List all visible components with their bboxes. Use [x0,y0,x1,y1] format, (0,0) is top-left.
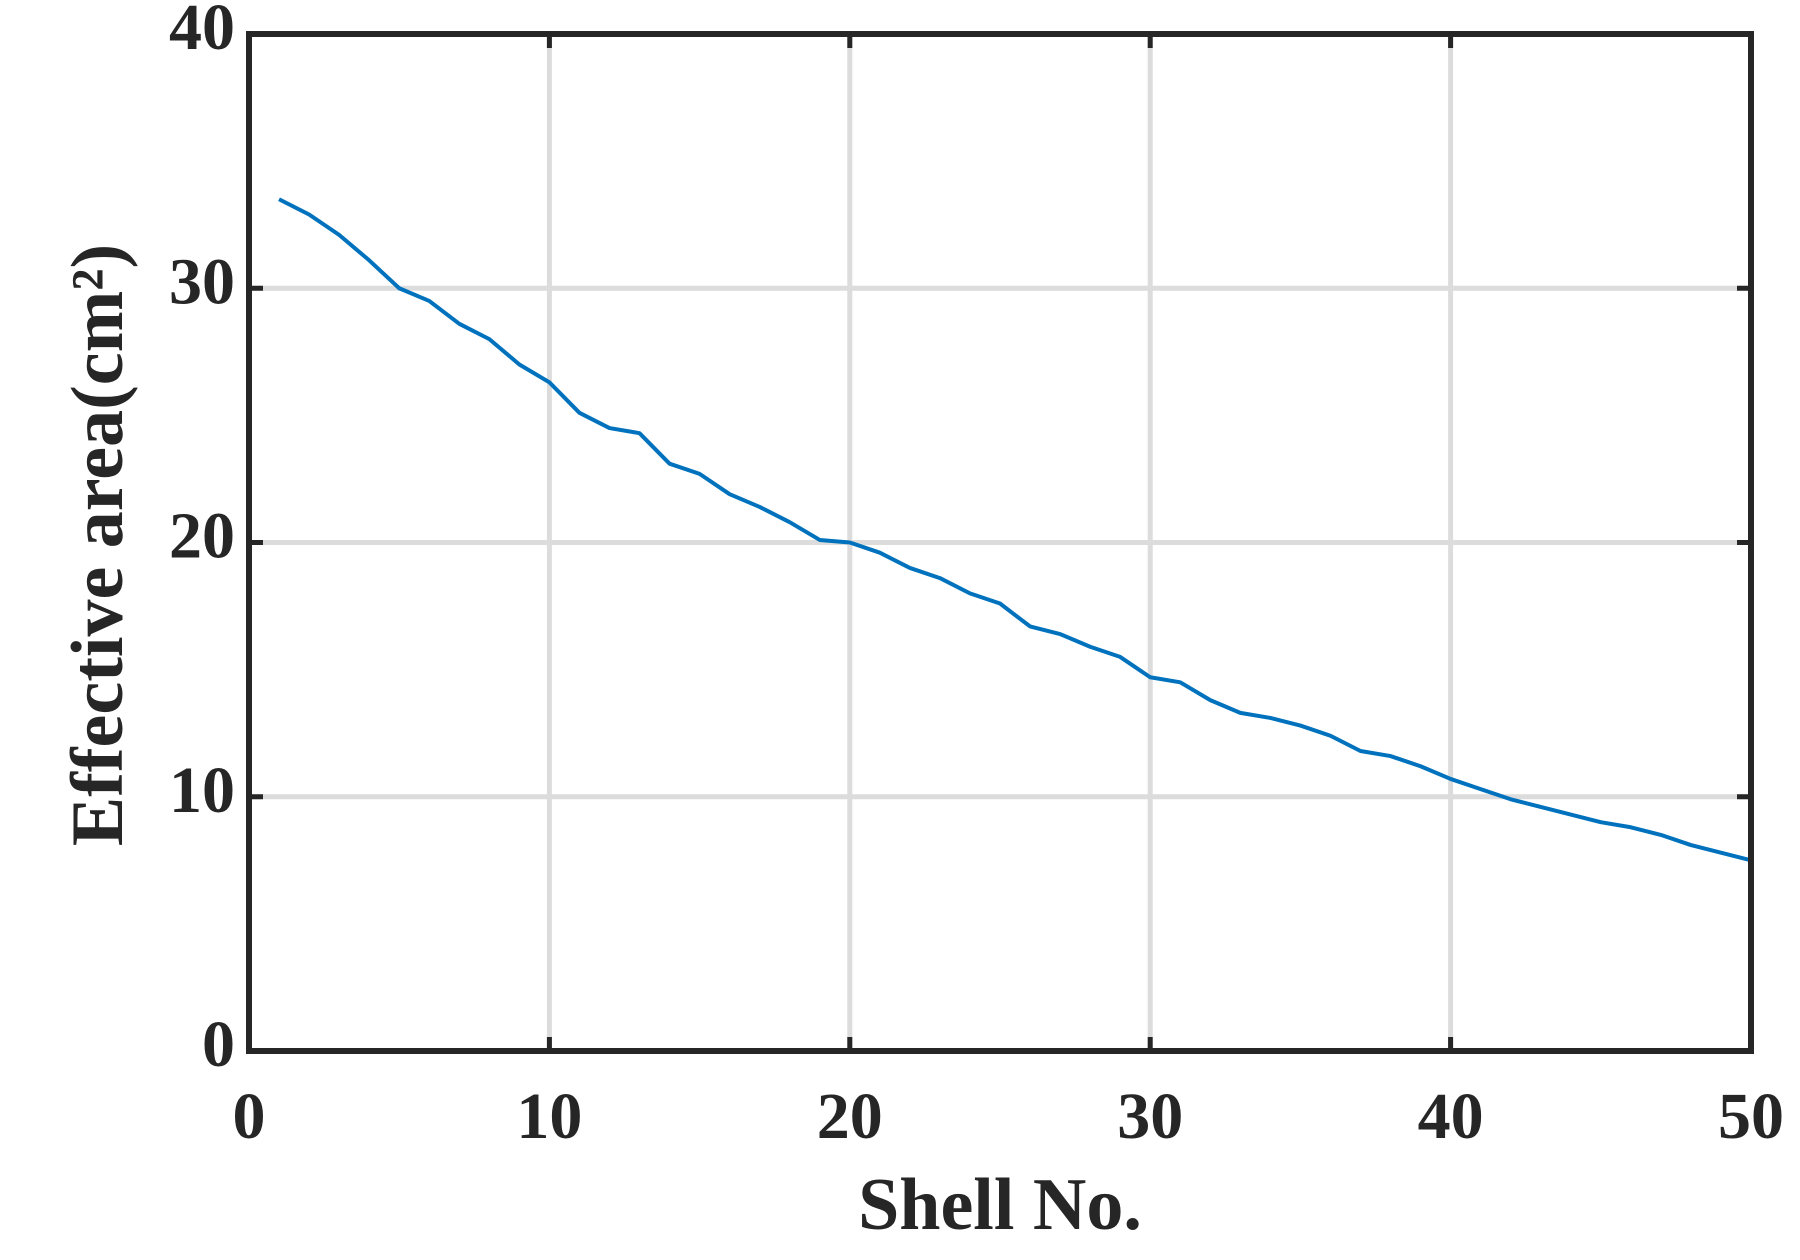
y-axis-label: Effective area(cm²) [57,244,139,846]
y-tick-label: 0 [202,1008,235,1081]
x-tick-label: 30 [1117,1080,1183,1153]
plot-frame [246,31,1754,1054]
x-tick-label: 0 [233,1080,266,1153]
x-tick-label: 50 [1718,1080,1784,1153]
x-tick-label: 40 [1418,1080,1484,1153]
y-tick-label: 30 [169,245,235,318]
x-tick-label: 20 [817,1080,883,1153]
x-tick-label: 10 [516,1080,582,1153]
data-line [278,197,1752,863]
y-tick-label: 20 [169,500,235,573]
y-tick-label: 40 [169,0,235,64]
y-tick-label: 10 [169,754,235,827]
x-axis-label: Shell No. [858,1164,1142,1246]
